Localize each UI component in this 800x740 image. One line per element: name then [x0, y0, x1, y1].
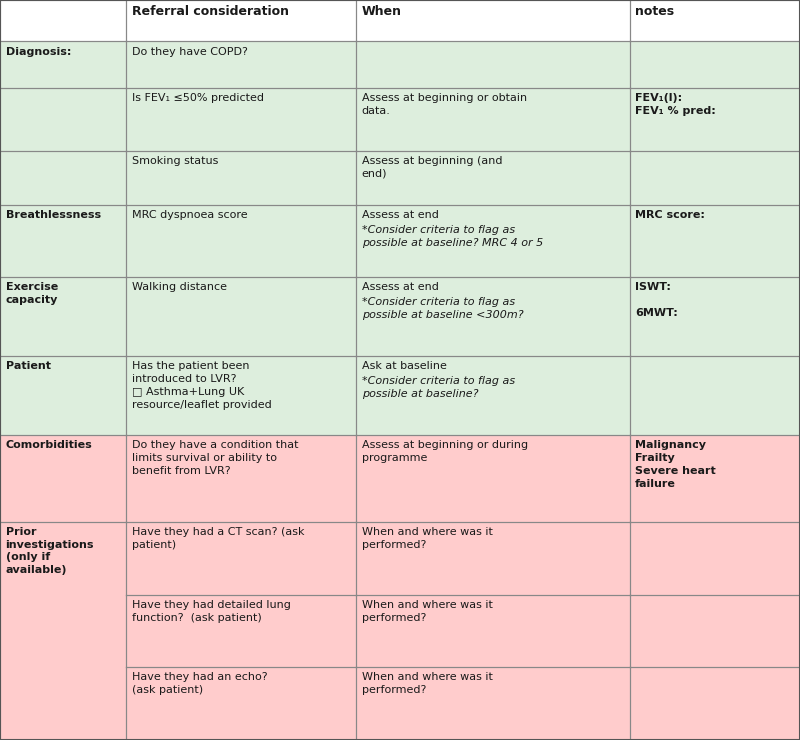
Text: notes: notes [635, 5, 674, 18]
Bar [126, 435, 356, 522]
Text: *Consider criteria to flag as
possible at baseline <300m?: *Consider criteria to flag as possible a… [362, 297, 523, 320]
Text: Do they have COPD?: Do they have COPD? [132, 47, 248, 57]
Bar [630, 667, 800, 740]
Text: MRC score:: MRC score: [635, 210, 705, 221]
Text: Assess at end: Assess at end [362, 210, 438, 221]
Text: ISWT:

6MWT:: ISWT: 6MWT: [635, 282, 678, 317]
Bar [630, 151, 800, 205]
Text: FEV₁(l):
FEV₁ % pred:: FEV₁(l): FEV₁ % pred: [635, 93, 716, 116]
Bar [630, 88, 800, 151]
Bar [0, 205, 126, 277]
Bar [0, 151, 126, 205]
Bar [630, 356, 800, 435]
Text: When: When [362, 5, 402, 18]
Text: Exercise
capacity: Exercise capacity [6, 282, 58, 305]
Text: Prior
investigations
(only if
available): Prior investigations (only if available) [6, 527, 94, 575]
Text: Is FEV₁ ≤50% predicted: Is FEV₁ ≤50% predicted [132, 93, 264, 104]
Bar [0, 356, 126, 435]
Text: Walking distance: Walking distance [132, 282, 227, 292]
Text: Have they had detailed lung
function?  (ask patient): Have they had detailed lung function? (a… [132, 600, 291, 623]
Text: MRC dyspnoea score: MRC dyspnoea score [132, 210, 248, 221]
Text: When and where was it
performed?: When and where was it performed? [362, 527, 493, 550]
Bar [356, 41, 630, 88]
Bar [126, 522, 356, 595]
Text: When and where was it
performed?: When and where was it performed? [362, 600, 493, 623]
Bar [356, 88, 630, 151]
Text: When and where was it
performed?: When and where was it performed? [362, 672, 493, 695]
Text: Patient: Patient [6, 361, 50, 371]
Bar [126, 41, 356, 88]
Bar [126, 151, 356, 205]
Text: Assess at beginning (and
end): Assess at beginning (and end) [362, 156, 502, 179]
Bar [126, 595, 356, 667]
Bar [630, 0, 800, 41]
Text: Ask at baseline: Ask at baseline [362, 361, 446, 371]
Text: *Consider criteria to flag as
possible at baseline? MRC 4 or 5: *Consider criteria to flag as possible a… [362, 225, 543, 248]
Text: Have they had an echo?
(ask patient): Have they had an echo? (ask patient) [132, 672, 268, 695]
Bar [356, 595, 630, 667]
Bar [126, 0, 356, 41]
Bar [356, 0, 630, 41]
Bar [630, 205, 800, 277]
Bar [356, 435, 630, 522]
Bar [356, 356, 630, 435]
Bar [630, 41, 800, 88]
Bar [126, 205, 356, 277]
Bar [126, 88, 356, 151]
Text: *Consider criteria to flag as
possible at baseline?: *Consider criteria to flag as possible a… [362, 376, 514, 399]
Bar [0, 88, 126, 151]
Bar [0, 522, 126, 740]
Bar [356, 522, 630, 595]
Text: Referral consideration: Referral consideration [132, 5, 289, 18]
Text: Diagnosis:: Diagnosis: [6, 47, 71, 57]
Text: Assess at beginning or obtain
data.: Assess at beginning or obtain data. [362, 93, 526, 116]
Text: Do they have a condition that
limits survival or ability to
benefit from LVR?: Do they have a condition that limits sur… [132, 440, 298, 476]
Text: Malignancy
Frailty
Severe heart
failure: Malignancy Frailty Severe heart failure [635, 440, 716, 488]
Text: Smoking status: Smoking status [132, 156, 218, 166]
Text: Assess at end: Assess at end [362, 282, 438, 292]
Bar [126, 277, 356, 356]
Bar [356, 205, 630, 277]
Bar [0, 435, 126, 522]
Bar [126, 356, 356, 435]
Bar [0, 41, 126, 88]
Text: Comorbidities: Comorbidities [6, 440, 92, 451]
Bar [0, 0, 126, 41]
Bar [356, 151, 630, 205]
Bar [630, 277, 800, 356]
Text: Breathlessness: Breathlessness [6, 210, 101, 221]
Text: Have they had a CT scan? (ask
patient): Have they had a CT scan? (ask patient) [132, 527, 305, 550]
Text: Assess at beginning or during
programme: Assess at beginning or during programme [362, 440, 528, 463]
Bar [630, 522, 800, 595]
Bar [126, 667, 356, 740]
Bar [0, 277, 126, 356]
Bar [630, 595, 800, 667]
Text: Has the patient been
introduced to LVR?
□ Asthma+Lung UK
resource/leaflet provid: Has the patient been introduced to LVR? … [132, 361, 272, 409]
Bar [630, 435, 800, 522]
Bar [356, 277, 630, 356]
Bar [356, 667, 630, 740]
